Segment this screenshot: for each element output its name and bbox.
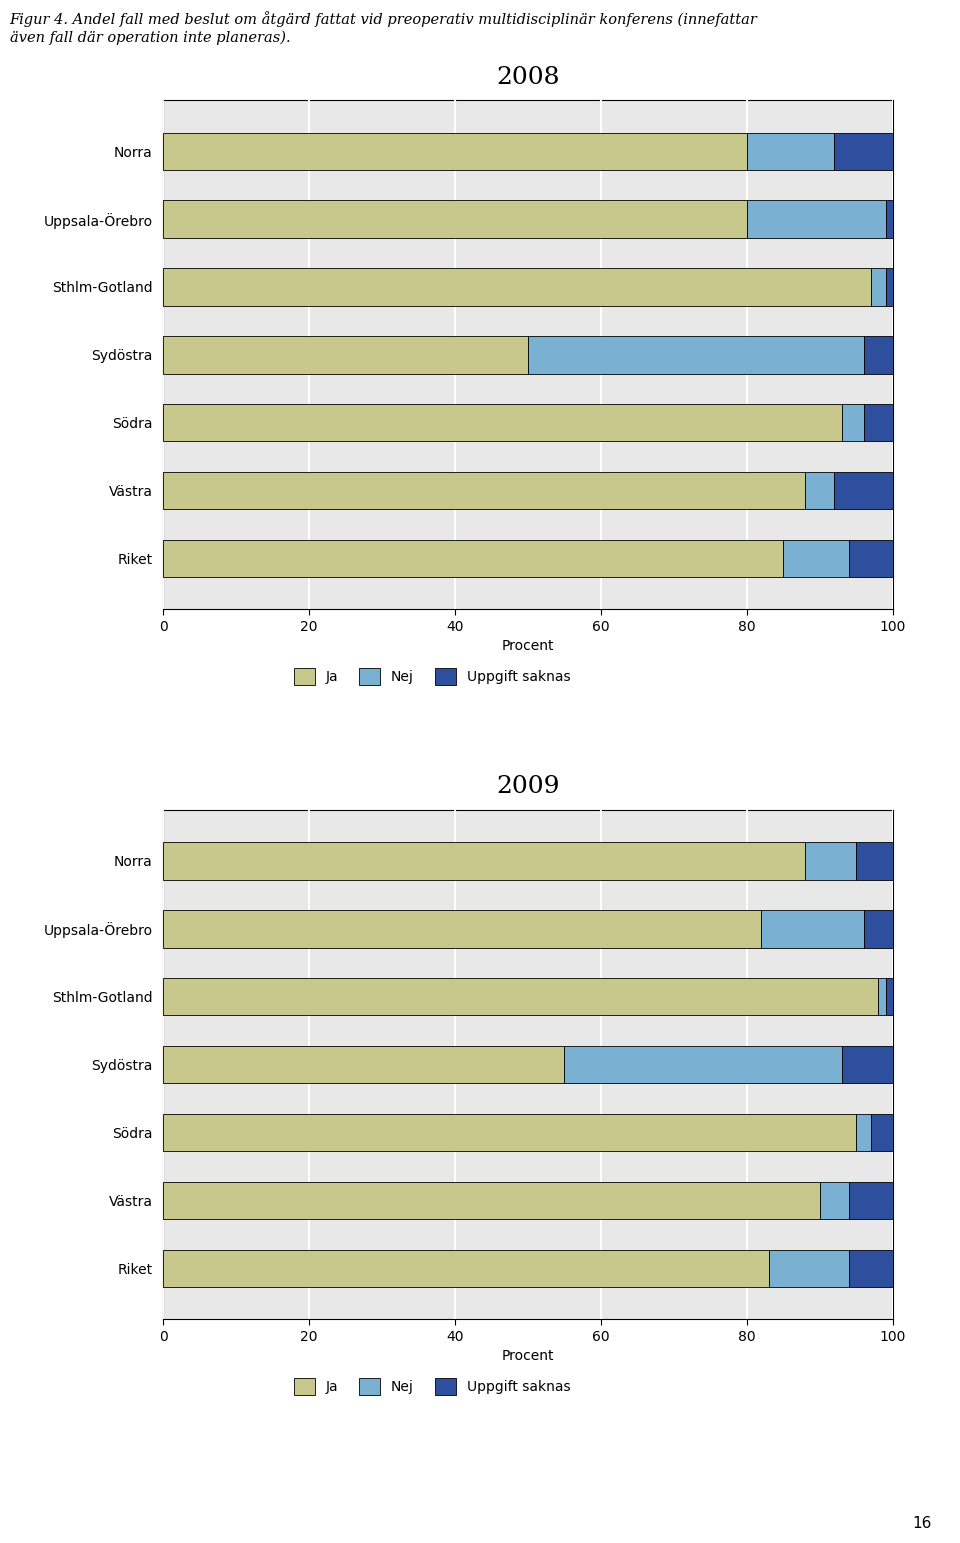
Bar — [885, 201, 893, 238]
Bar — [163, 910, 761, 947]
Bar — [864, 404, 893, 441]
Bar — [805, 472, 834, 509]
Text: även fall där operation inte planeras).: även fall där operation inte planeras). — [10, 31, 290, 45]
Bar — [849, 540, 893, 577]
Bar — [163, 1250, 769, 1287]
Bar — [163, 978, 878, 1015]
Bar — [864, 336, 893, 373]
Bar — [783, 540, 849, 577]
Bar — [769, 1250, 849, 1287]
Bar — [564, 1046, 842, 1083]
X-axis label: Procent: Procent — [502, 1349, 554, 1362]
Bar — [871, 1114, 893, 1151]
Bar — [834, 472, 893, 509]
Text: Figur 4. Andel fall med beslut om åtgärd fattat vid preoperativ multidisciplinär: Figur 4. Andel fall med beslut om åtgärd… — [10, 11, 757, 26]
Title: 2009: 2009 — [496, 776, 560, 798]
Bar — [747, 201, 885, 238]
Bar — [842, 1046, 893, 1083]
Bar — [163, 201, 747, 238]
Bar — [163, 133, 747, 170]
Bar — [163, 842, 805, 880]
Bar — [820, 1182, 849, 1219]
Bar — [163, 1046, 564, 1083]
Bar — [528, 336, 864, 373]
Bar — [878, 978, 885, 1015]
Bar — [163, 1182, 820, 1219]
Bar — [163, 336, 528, 373]
Bar — [163, 472, 805, 509]
Bar — [163, 404, 842, 441]
Bar — [163, 1114, 856, 1151]
Bar — [747, 133, 834, 170]
Bar — [163, 540, 783, 577]
Bar — [856, 842, 893, 880]
X-axis label: Procent: Procent — [502, 639, 554, 653]
Bar — [856, 1114, 871, 1151]
Bar — [842, 404, 864, 441]
Bar — [885, 978, 893, 1015]
Bar — [864, 910, 893, 947]
Legend: Ja, Nej, Uppgift saknas: Ja, Nej, Uppgift saknas — [288, 1373, 576, 1401]
Title: 2008: 2008 — [496, 66, 560, 88]
Text: 16: 16 — [912, 1515, 931, 1531]
Bar — [761, 910, 864, 947]
Bar — [849, 1182, 893, 1219]
Bar — [885, 268, 893, 306]
Legend: Ja, Nej, Uppgift saknas: Ja, Nej, Uppgift saknas — [288, 663, 576, 691]
Bar — [849, 1250, 893, 1287]
Bar — [805, 842, 856, 880]
Bar — [871, 268, 885, 306]
Bar — [834, 133, 893, 170]
Bar — [163, 268, 871, 306]
